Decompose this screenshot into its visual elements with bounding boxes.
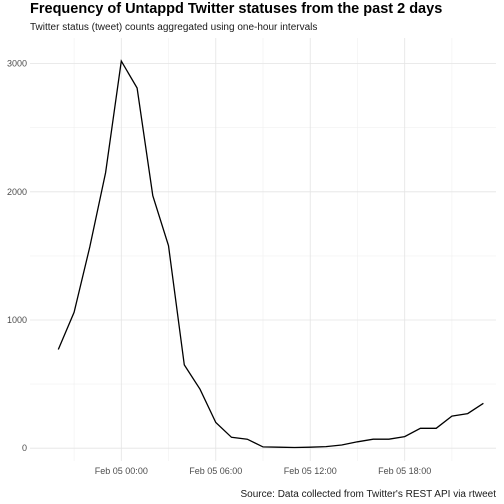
chart-title: Frequency of Untappd Twitter statuses fr… (30, 1, 443, 17)
chart-caption: Source: Data collected from Twitter's RE… (240, 489, 496, 500)
x-tick-label: Feb 05 18:00 (378, 466, 431, 476)
x-tick-label: Feb 05 12:00 (284, 466, 337, 476)
y-tick-label: 3000 (7, 59, 27, 69)
y-axis-ticks: 0 1000 2000 3000 (7, 59, 27, 454)
y-tick-label: 2000 (7, 187, 27, 197)
x-axis-ticks: Feb 05 00:00 Feb 05 06:00 Feb 05 12:00 Feb … (95, 466, 431, 476)
y-tick-label: 0 (22, 443, 27, 453)
series-line (57, 59, 484, 449)
chart-subtitle: Twitter status (tweet) counts aggregated… (30, 22, 318, 33)
x-tick-label: Feb 05 00:00 (95, 466, 148, 476)
grid-lines (30, 38, 496, 461)
y-tick-label: 1000 (7, 315, 27, 325)
x-tick-label: Feb 05 06:00 (189, 466, 242, 476)
